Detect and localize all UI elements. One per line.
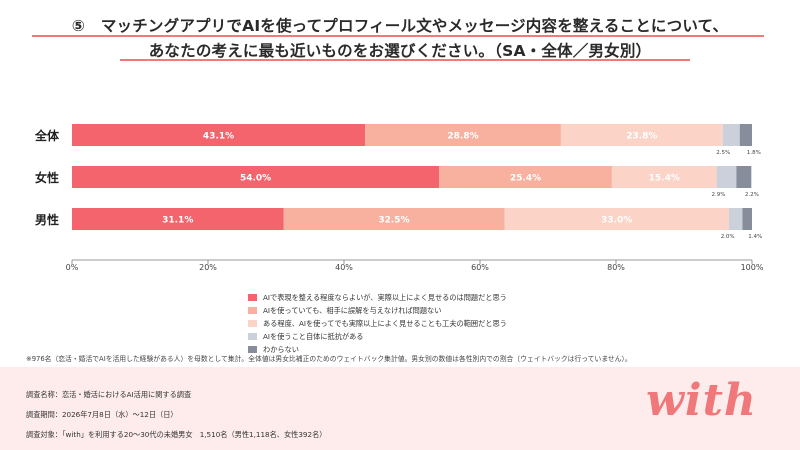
data-label-small: 1.8% [747, 150, 761, 156]
bar-segment [439, 166, 612, 188]
legend-item: AIを使っていても、相手に誤解を与えなければ問題ない [248, 304, 507, 317]
data-label: 25.4% [510, 174, 541, 184]
data-label: 54.0% [240, 174, 271, 184]
legend-item: わからない [248, 343, 507, 356]
category-label: 全体 [34, 128, 60, 143]
bar-segment [728, 208, 743, 230]
bar-segment [504, 208, 729, 230]
data-label-small: 2.5% [716, 150, 730, 156]
legend-item: AIを使うこと自体に抵抗がある [248, 330, 507, 343]
survey-footer: 調査名称：恋活・婚活におけるAI活用に関する調査 調査期間：2026年7月8日（… [0, 367, 800, 450]
title-underline-1 [32, 35, 764, 37]
bar-segment [716, 166, 737, 188]
chart-title-line-2: あなたの考えに最も近いものをお選びください。（SA・全体／男女別） [148, 42, 652, 60]
with-logo: with [646, 375, 757, 426]
survey-name: 調査名称：恋活・婚活におけるAI活用に関する調査 [26, 390, 192, 399]
legend-label: AIで表現を整える程度ならよいが、実際以上によく見せるのは問題だと思う [263, 292, 507, 302]
legend-label: ある程度、AIを使ってでも実際以上によく見せることも工夫の範囲だと思う [263, 318, 507, 328]
legend-label: AIを使うこと自体に抵抗がある [263, 331, 364, 341]
x-tick-label: 20% [199, 263, 217, 272]
bar-segment [739, 124, 752, 146]
legend-swatch [248, 307, 257, 314]
data-label-small: 2.2% [745, 192, 759, 198]
data-label: 43.1% [203, 132, 234, 142]
legend-swatch [248, 333, 257, 340]
x-tick-label: 80% [607, 263, 625, 272]
x-tick-label: 60% [471, 263, 489, 272]
bar-segment [722, 124, 740, 146]
x-tick-label: 100% [741, 263, 764, 272]
legend-swatch [248, 294, 257, 301]
legend-swatch [248, 346, 257, 353]
legend-label: わからない [263, 344, 299, 354]
bar-segment [72, 166, 440, 188]
data-label: 15.4% [649, 174, 680, 184]
legend-label: AIを使っていても、相手に誤解を与えなければ問題ない [263, 305, 442, 315]
data-label-small: 1.4% [748, 234, 762, 240]
bar-segment [365, 124, 561, 146]
bar-segment [72, 124, 366, 146]
data-label: 23.8% [626, 132, 657, 142]
x-tick-label: 40% [335, 263, 353, 272]
bar-segment [72, 208, 284, 230]
data-label-small: 2.0% [721, 234, 735, 240]
bar-segment [283, 208, 505, 230]
survey-period: 調査期間：2026年7月8日（水）～12日（日） [26, 410, 178, 419]
stacked-bar-chart: 全体 43.1% 28.8% 23.8% 2.5% 1.8% 女性 54.0% 25.4% 15.… [34, 124, 764, 272]
data-label: 32.5% [378, 216, 409, 226]
legend-item: AIで表現を整える程度ならよいが、実際以上によく見せるのは問題だと思う [248, 291, 507, 304]
chart-title-line-1: ⑤ マッチングアプリでAIを使ってプロフィール文やメッセージ内容を整えることにつ… [71, 17, 729, 35]
category-label: 女性 [35, 170, 59, 185]
legend-item: ある程度、AIを使ってでも実際以上によく見せることも工夫の範囲だと思う [248, 317, 507, 330]
data-label-small: 2.9% [712, 192, 726, 198]
survey-target: 調査対象：「with」を利用する20～30代の未婚男女 1,510名（男性1,1… [26, 430, 327, 439]
data-label: 31.1% [162, 216, 193, 226]
data-label: 33.0% [601, 216, 632, 226]
legend-swatch [248, 320, 257, 327]
bar-segment [742, 208, 752, 230]
footnote: ※976名（恋活・婚活でAIを活用した経験がある人）を母数として集計。全体値は男… [26, 355, 632, 363]
chart-legend: AIで表現を整える程度ならよいが、実際以上によく見せるのは問題だと思う AIを使っ… [248, 291, 507, 356]
bar-segment [611, 166, 717, 188]
bar-segment [736, 166, 752, 188]
bar-segment [560, 124, 723, 146]
title-underline-2 [120, 59, 690, 61]
data-label: 28.8% [447, 132, 478, 142]
x-tick-label: 0% [66, 263, 79, 272]
category-label: 男性 [35, 212, 59, 227]
